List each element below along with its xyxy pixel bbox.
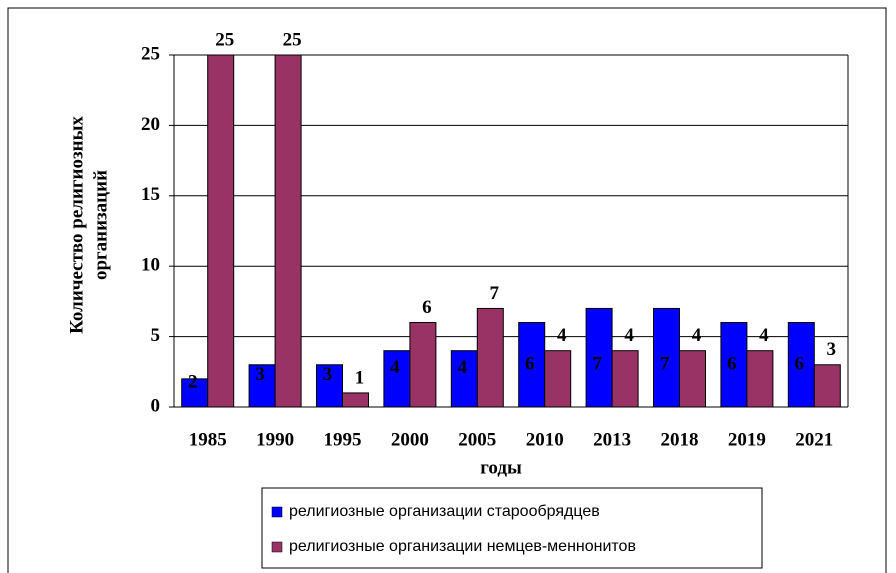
x-axis-label: годы xyxy=(480,457,522,478)
data-label: 3 xyxy=(827,339,837,360)
legend-swatch xyxy=(271,506,283,518)
bar xyxy=(720,322,748,408)
chart-frame xyxy=(7,7,887,573)
data-label: 6 xyxy=(795,353,805,374)
legend-swatch xyxy=(271,541,283,553)
bar xyxy=(585,307,613,408)
data-label: 7 xyxy=(490,283,500,304)
x-tick-label: 2019 xyxy=(728,429,766,450)
data-label: 4 xyxy=(390,357,400,378)
bar xyxy=(450,350,478,408)
y-tick-label: 5 xyxy=(151,325,161,346)
bar xyxy=(207,54,235,408)
bar xyxy=(611,350,639,408)
data-label: 3 xyxy=(255,364,265,385)
bar xyxy=(679,350,706,408)
data-label: 6 xyxy=(525,353,535,374)
data-label: 3 xyxy=(323,364,333,385)
x-tick-label: 1995 xyxy=(324,429,362,450)
y-axis-label: организаций xyxy=(90,170,111,280)
y-axis-label: Количество религиозных xyxy=(66,116,87,334)
x-tick-label: 2013 xyxy=(593,429,631,450)
bar xyxy=(342,392,369,408)
y-tick-label: 20 xyxy=(141,114,160,135)
data-label: 4 xyxy=(624,325,634,346)
legend-label: религиозные организации немцев-меннонито… xyxy=(289,538,636,555)
data-label: 1 xyxy=(355,367,365,388)
data-label: 7 xyxy=(592,353,602,374)
data-label: 7 xyxy=(660,353,670,374)
data-label: 4 xyxy=(557,325,567,346)
legend-label: религиозные организации старообрядцев xyxy=(289,503,600,520)
data-label: 4 xyxy=(759,325,769,346)
x-tick-label: 2018 xyxy=(661,429,699,450)
x-tick-label: 1990 xyxy=(256,429,294,450)
bar xyxy=(274,54,302,408)
bar xyxy=(813,364,841,408)
x-tick-label: 1985 xyxy=(189,429,227,450)
y-tick-label: 0 xyxy=(151,395,161,416)
bar xyxy=(544,350,572,408)
x-tick-label: 2005 xyxy=(458,429,496,450)
data-label: 2 xyxy=(188,371,198,392)
data-label: 6 xyxy=(422,297,432,318)
data-label: 25 xyxy=(283,29,302,50)
y-tick-label: 25 xyxy=(141,43,160,64)
bar xyxy=(746,350,774,408)
legend-box xyxy=(261,487,763,569)
x-tick-label: 2021 xyxy=(795,429,833,450)
bar xyxy=(409,322,437,408)
y-tick-label: 15 xyxy=(141,184,160,205)
data-label: 4 xyxy=(458,357,468,378)
y-tick-label: 10 xyxy=(141,255,160,276)
data-label: 4 xyxy=(692,325,702,346)
x-tick-label: 2010 xyxy=(526,429,564,450)
data-label: 25 xyxy=(215,29,234,50)
data-label: 6 xyxy=(727,353,737,374)
bar xyxy=(476,307,504,408)
x-tick-label: 2000 xyxy=(391,429,429,450)
bar xyxy=(316,364,343,408)
